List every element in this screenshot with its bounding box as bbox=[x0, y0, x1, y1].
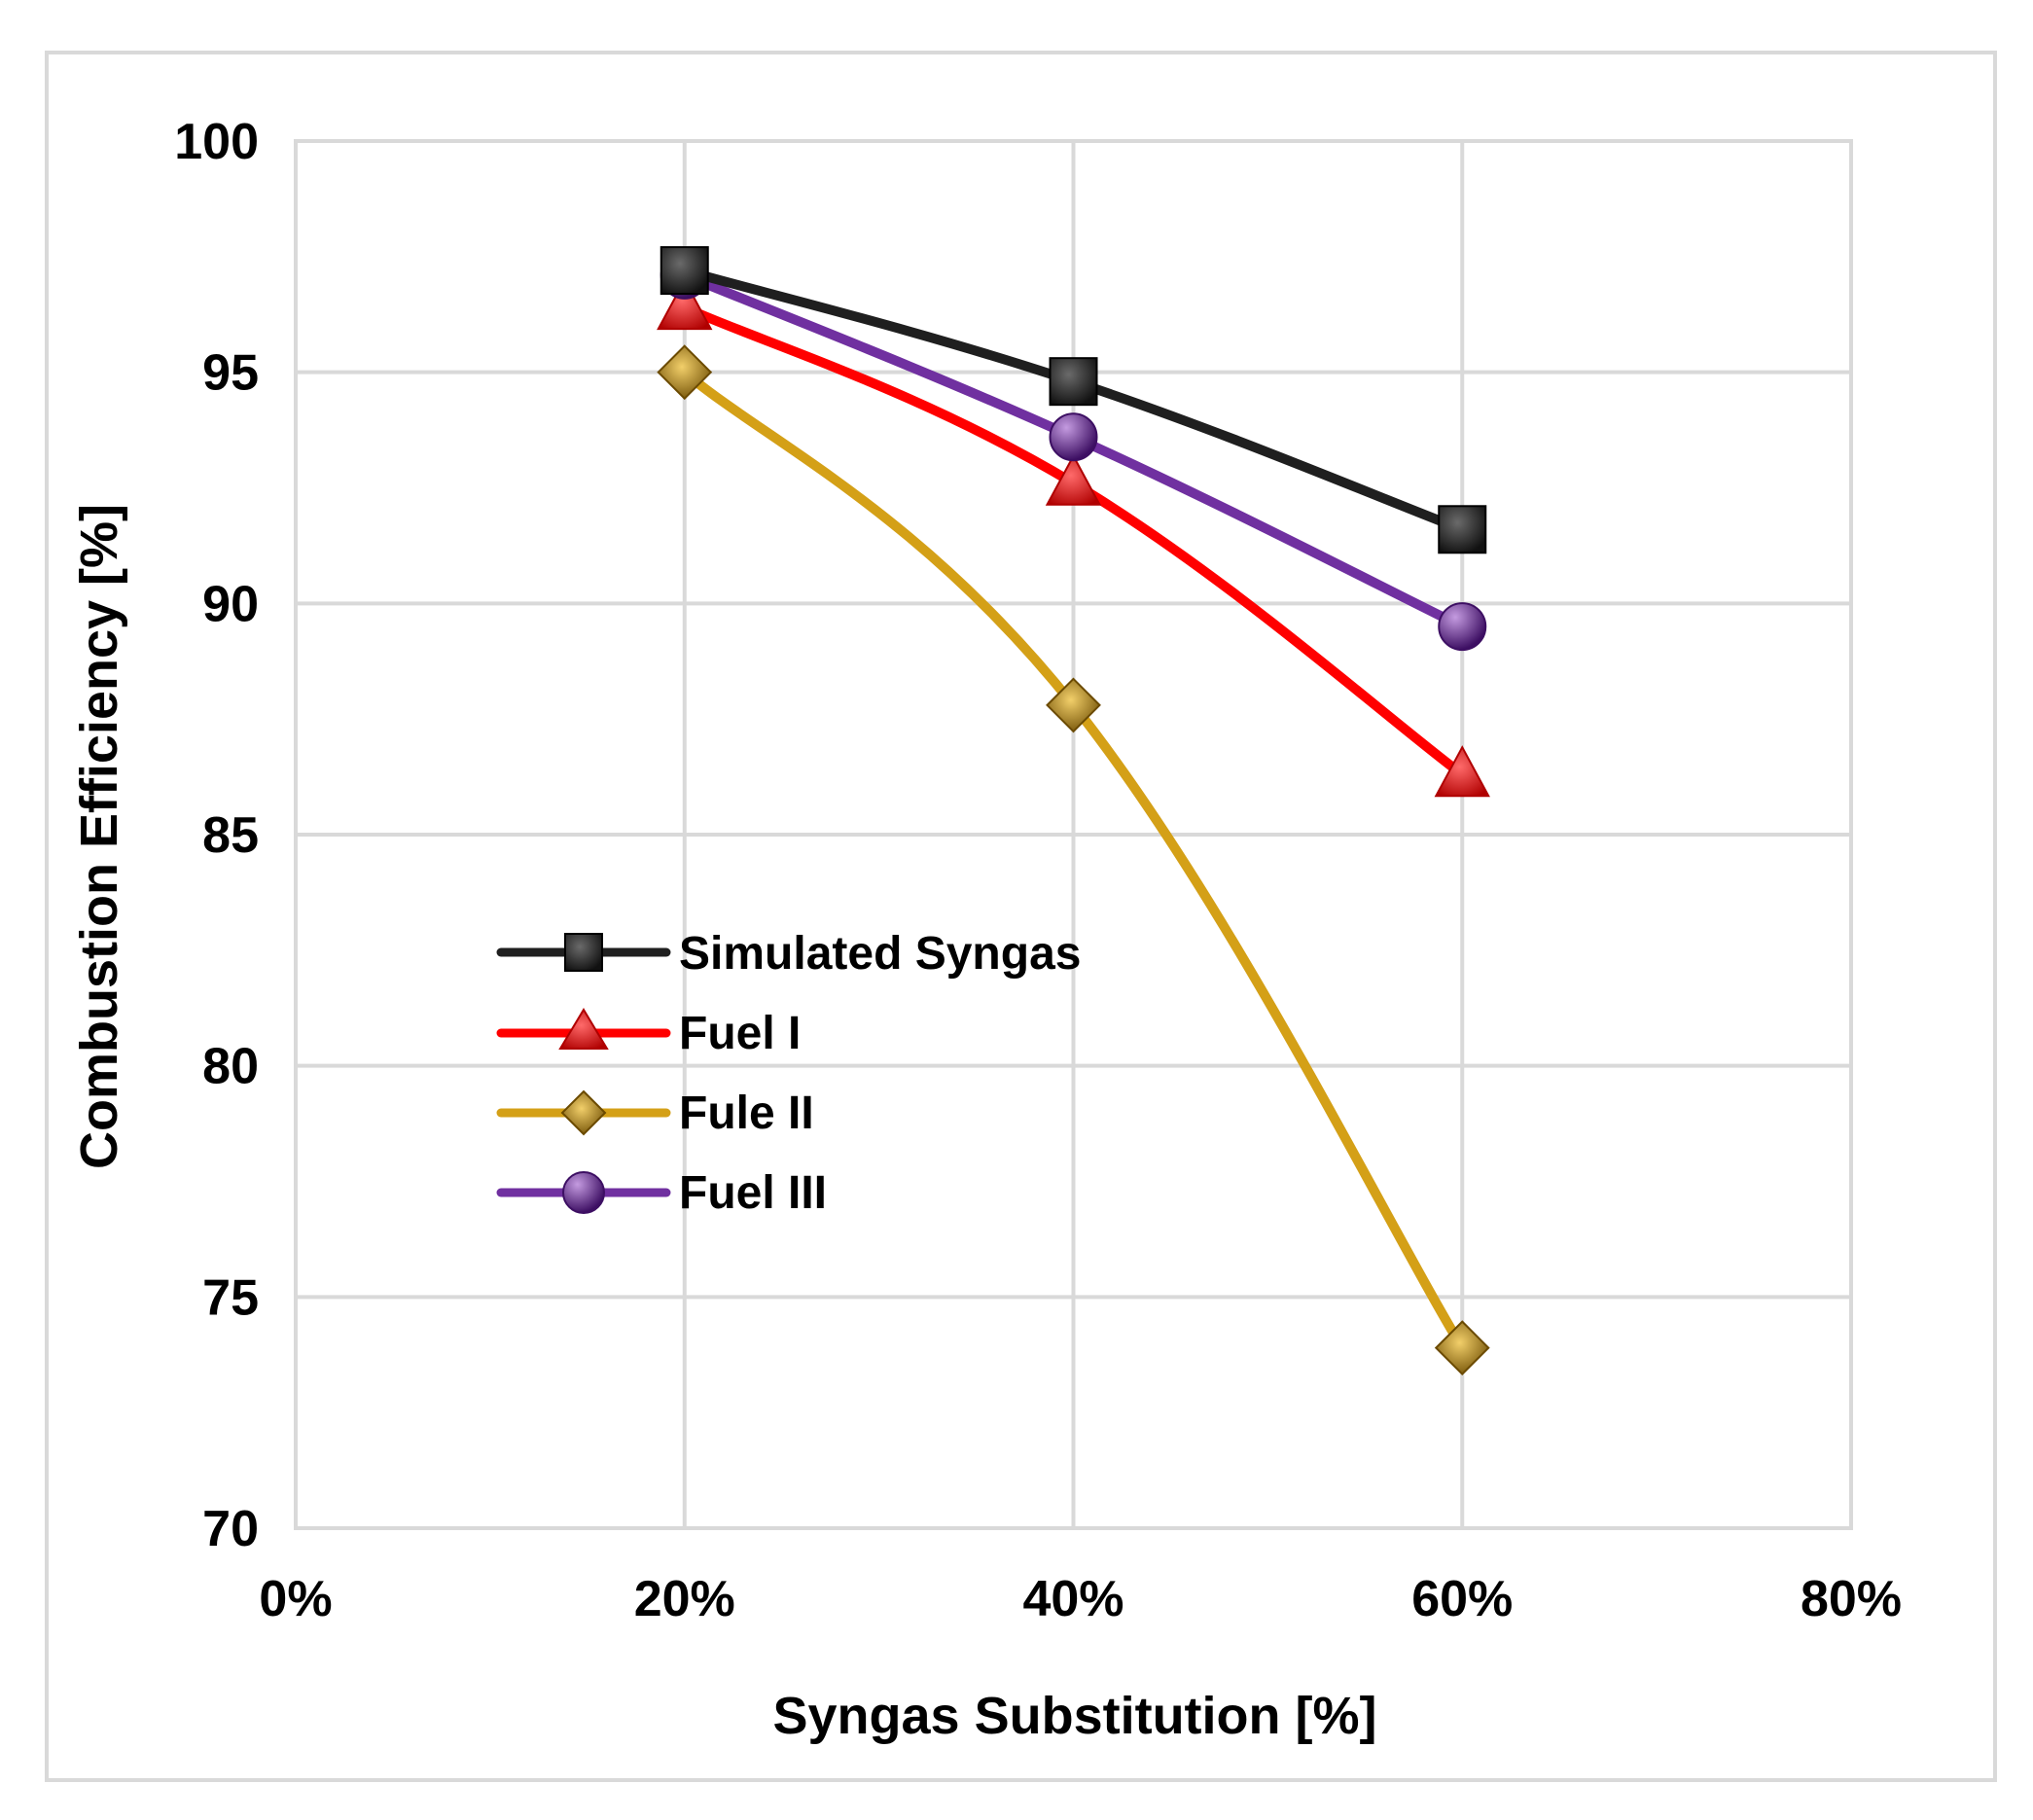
y-tick-label: 85 bbox=[202, 807, 259, 864]
data-point-fuel-iii bbox=[1049, 412, 1098, 462]
y-tick-label: 100 bbox=[174, 114, 259, 170]
data-point-fule-ii bbox=[657, 344, 713, 401]
y-tick-label: 80 bbox=[202, 1039, 259, 1095]
x-axis-title: Syngas Substitution [%] bbox=[773, 1687, 1377, 1745]
data-point-fuel-i bbox=[1434, 745, 1490, 798]
y-tick-label: 75 bbox=[202, 1269, 259, 1326]
series-line-fule-ii bbox=[679, 367, 1468, 1353]
legend-marker-fuel-iii bbox=[562, 1171, 605, 1214]
y-tick-label: 95 bbox=[202, 345, 259, 402]
legend-entry-fule-ii: Fule II bbox=[496, 1088, 814, 1139]
y-tick-label: 70 bbox=[202, 1501, 259, 1557]
legend-marker-fuel-i bbox=[558, 1008, 609, 1050]
axis-layer: Syngas Substitution [%] Combustion Effic… bbox=[70, 114, 1902, 1745]
legend-marker-fule-ii bbox=[560, 1089, 607, 1136]
legend-label-simulated-syngas: Simulated Syngas bbox=[679, 928, 1081, 980]
x-tick-label: 80% bbox=[1801, 1571, 1902, 1627]
x-tick-label: 20% bbox=[634, 1571, 735, 1627]
x-tick-label: 60% bbox=[1411, 1571, 1513, 1627]
data-point-simulated-syngas bbox=[1438, 505, 1487, 554]
data-point-fuel-i bbox=[1045, 453, 1102, 506]
data-point-fuel-iii bbox=[1438, 602, 1487, 652]
x-tick-label: 40% bbox=[1022, 1571, 1124, 1627]
y-tick-label: 90 bbox=[202, 576, 259, 632]
grid-layer bbox=[294, 139, 1853, 1530]
legend-marker-simulated-syngas bbox=[564, 933, 603, 972]
data-point-simulated-syngas bbox=[1049, 357, 1098, 407]
data-point-simulated-syngas bbox=[660, 246, 709, 296]
legend-entry-simulated-syngas: Simulated Syngas bbox=[496, 928, 1081, 980]
data-point-fuel-i bbox=[657, 278, 713, 331]
data-point-fule-ii bbox=[1434, 1320, 1490, 1376]
legend-label-fuel-iii: Fuel III bbox=[679, 1167, 827, 1219]
legend-label-fule-ii: Fule II bbox=[679, 1088, 814, 1139]
series-layer bbox=[657, 246, 1490, 1376]
legend-entry-fuel-iii: Fuel III bbox=[496, 1167, 827, 1219]
legend: Simulated Syngas Fuel I Fule II Fuel III bbox=[496, 928, 1081, 1219]
legend-entry-fuel-i: Fuel I bbox=[496, 1008, 801, 1059]
x-tick-label: 0% bbox=[259, 1571, 332, 1627]
y-axis-title: Combustion Efficiency [%] bbox=[70, 504, 128, 1169]
legend-label-fuel-i: Fuel I bbox=[679, 1008, 801, 1059]
data-point-fule-ii bbox=[1046, 677, 1101, 733]
chart-frame bbox=[45, 51, 1997, 1782]
